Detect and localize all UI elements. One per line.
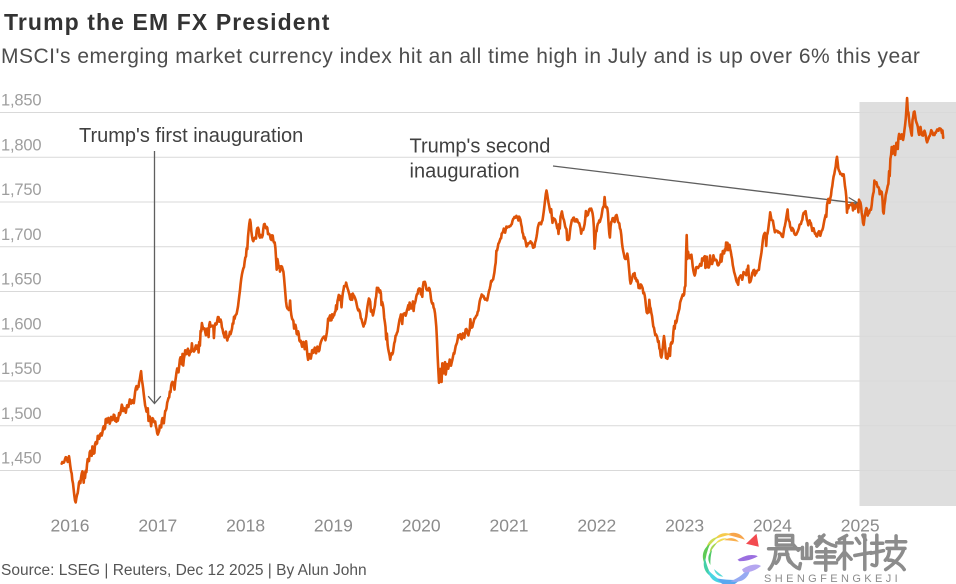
svg-text:1,450: 1,450 xyxy=(1,450,41,468)
svg-text:2019: 2019 xyxy=(314,516,353,536)
svg-text:2022: 2022 xyxy=(577,516,616,536)
svg-text:inauguration: inauguration xyxy=(410,161,520,183)
svg-text:1,700: 1,700 xyxy=(1,226,41,244)
svg-text:2023: 2023 xyxy=(665,516,704,536)
svg-text:1,600: 1,600 xyxy=(1,315,41,333)
svg-text:2025: 2025 xyxy=(841,516,880,536)
svg-text:2021: 2021 xyxy=(490,516,529,536)
svg-text:2024: 2024 xyxy=(753,516,792,536)
svg-text:1,500: 1,500 xyxy=(1,405,41,423)
svg-text:2018: 2018 xyxy=(226,516,265,536)
svg-text:1,850: 1,850 xyxy=(1,92,41,110)
svg-text:2020: 2020 xyxy=(402,516,441,536)
svg-text:Trump's first inauguration: Trump's first inauguration xyxy=(79,125,303,147)
svg-text:1,550: 1,550 xyxy=(1,360,41,378)
svg-text:2017: 2017 xyxy=(138,516,177,536)
svg-text:Trump's second: Trump's second xyxy=(410,136,551,158)
svg-text:1,650: 1,650 xyxy=(1,271,41,289)
svg-text:1,750: 1,750 xyxy=(1,181,41,199)
svg-text:1,800: 1,800 xyxy=(1,136,41,154)
svg-text:2016: 2016 xyxy=(51,516,90,536)
